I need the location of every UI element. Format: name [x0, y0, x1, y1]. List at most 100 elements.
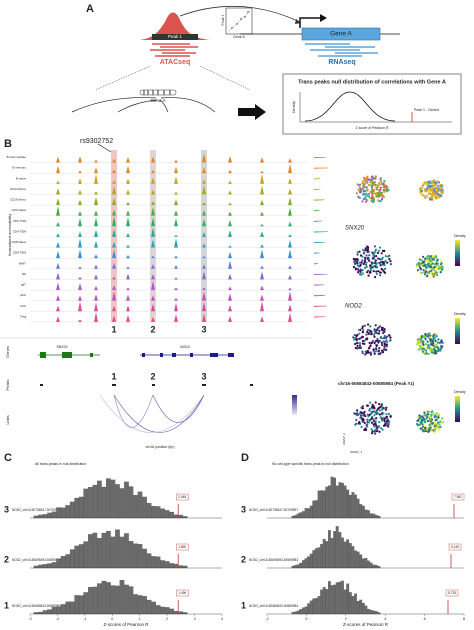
hist-bar [169, 608, 174, 615]
hist-bar [47, 609, 52, 615]
hist-bar [69, 501, 75, 519]
cell [428, 336, 431, 339]
cell [430, 189, 433, 192]
hist-bar [317, 490, 321, 519]
cell [424, 414, 427, 417]
umap-x: UMAP_1 [350, 450, 362, 454]
track-label: NK [22, 272, 26, 276]
coverage [30, 249, 308, 259]
cell [428, 198, 432, 201]
hist-bar [78, 496, 84, 519]
cell [420, 348, 423, 351]
hist-bar [359, 599, 363, 615]
region-number: 1 [111, 324, 116, 334]
hist-bar [142, 548, 147, 569]
cell [353, 333, 356, 337]
peak-bar [152, 34, 198, 40]
hist-bar [328, 581, 331, 615]
cell [383, 328, 386, 331]
cell [429, 338, 433, 341]
cell [358, 250, 361, 253]
cell [383, 249, 386, 252]
hist-bar [97, 538, 102, 569]
umap-title: chr16-50684843-50685984 (Peak #1) [338, 381, 415, 386]
cell [363, 176, 366, 179]
cell [366, 330, 369, 334]
cell [436, 180, 439, 183]
cell [373, 352, 376, 355]
cell [436, 349, 439, 352]
cell [361, 407, 364, 410]
cell [378, 191, 382, 194]
cell [364, 415, 367, 418]
cell [375, 272, 378, 276]
track-label: B memory [12, 166, 26, 170]
cell [416, 263, 419, 266]
cell [439, 271, 442, 274]
cell [372, 423, 375, 426]
expression [313, 305, 327, 307]
track-label: MAIT [19, 261, 26, 265]
cell [426, 335, 429, 338]
hist-bar [173, 514, 179, 519]
cell [431, 195, 434, 198]
rna-label: RNAseq [328, 59, 355, 66]
cell [372, 253, 375, 256]
expression [313, 295, 325, 297]
cell [370, 263, 373, 266]
cell [361, 272, 364, 275]
hist-bar [124, 533, 129, 569]
cell [366, 271, 369, 274]
cell [384, 259, 387, 262]
hist-bar [92, 532, 98, 569]
cell [381, 428, 384, 431]
cell [422, 343, 425, 346]
hist-title: No cell-type specific trans-peak in null… [272, 462, 349, 466]
hist-bar [320, 589, 323, 615]
cell [389, 336, 392, 339]
cell [428, 196, 431, 199]
hist-bar [51, 562, 57, 569]
cell [373, 341, 376, 345]
cell [373, 262, 377, 265]
cell [419, 427, 422, 430]
cell [426, 340, 429, 343]
cell [367, 332, 370, 335]
cell [426, 346, 430, 349]
cell [367, 246, 370, 249]
cell [364, 427, 367, 430]
cell [357, 328, 361, 331]
cell [366, 199, 369, 202]
cell [370, 333, 373, 336]
cell [378, 347, 381, 350]
cell [374, 175, 377, 178]
cell [362, 414, 365, 417]
cell [373, 429, 376, 432]
atac-peak [140, 12, 210, 40]
x-tick-label: 3 [194, 617, 196, 621]
gene-box [301, 27, 381, 41]
coverage [30, 196, 308, 206]
cell [438, 194, 441, 197]
cell [431, 410, 434, 413]
value-label: 1.890 [178, 545, 186, 549]
tss-head [320, 14, 327, 22]
x-tick-label: -3 [28, 617, 31, 621]
hist-bar [106, 582, 111, 615]
cell [421, 429, 424, 432]
cell [361, 255, 364, 258]
hist-bar [178, 565, 183, 569]
cell [435, 335, 438, 338]
hist-bar [137, 544, 143, 569]
cell [372, 192, 376, 195]
cell [386, 335, 389, 338]
cell [383, 340, 386, 343]
hist-bar [42, 610, 48, 615]
null-box [282, 73, 462, 135]
hist-bar [83, 541, 89, 569]
hist-bar [151, 601, 156, 615]
coverage [30, 153, 308, 163]
cell [366, 404, 369, 407]
atac-label: ATACseq [160, 59, 190, 66]
hist-bar [133, 594, 138, 615]
